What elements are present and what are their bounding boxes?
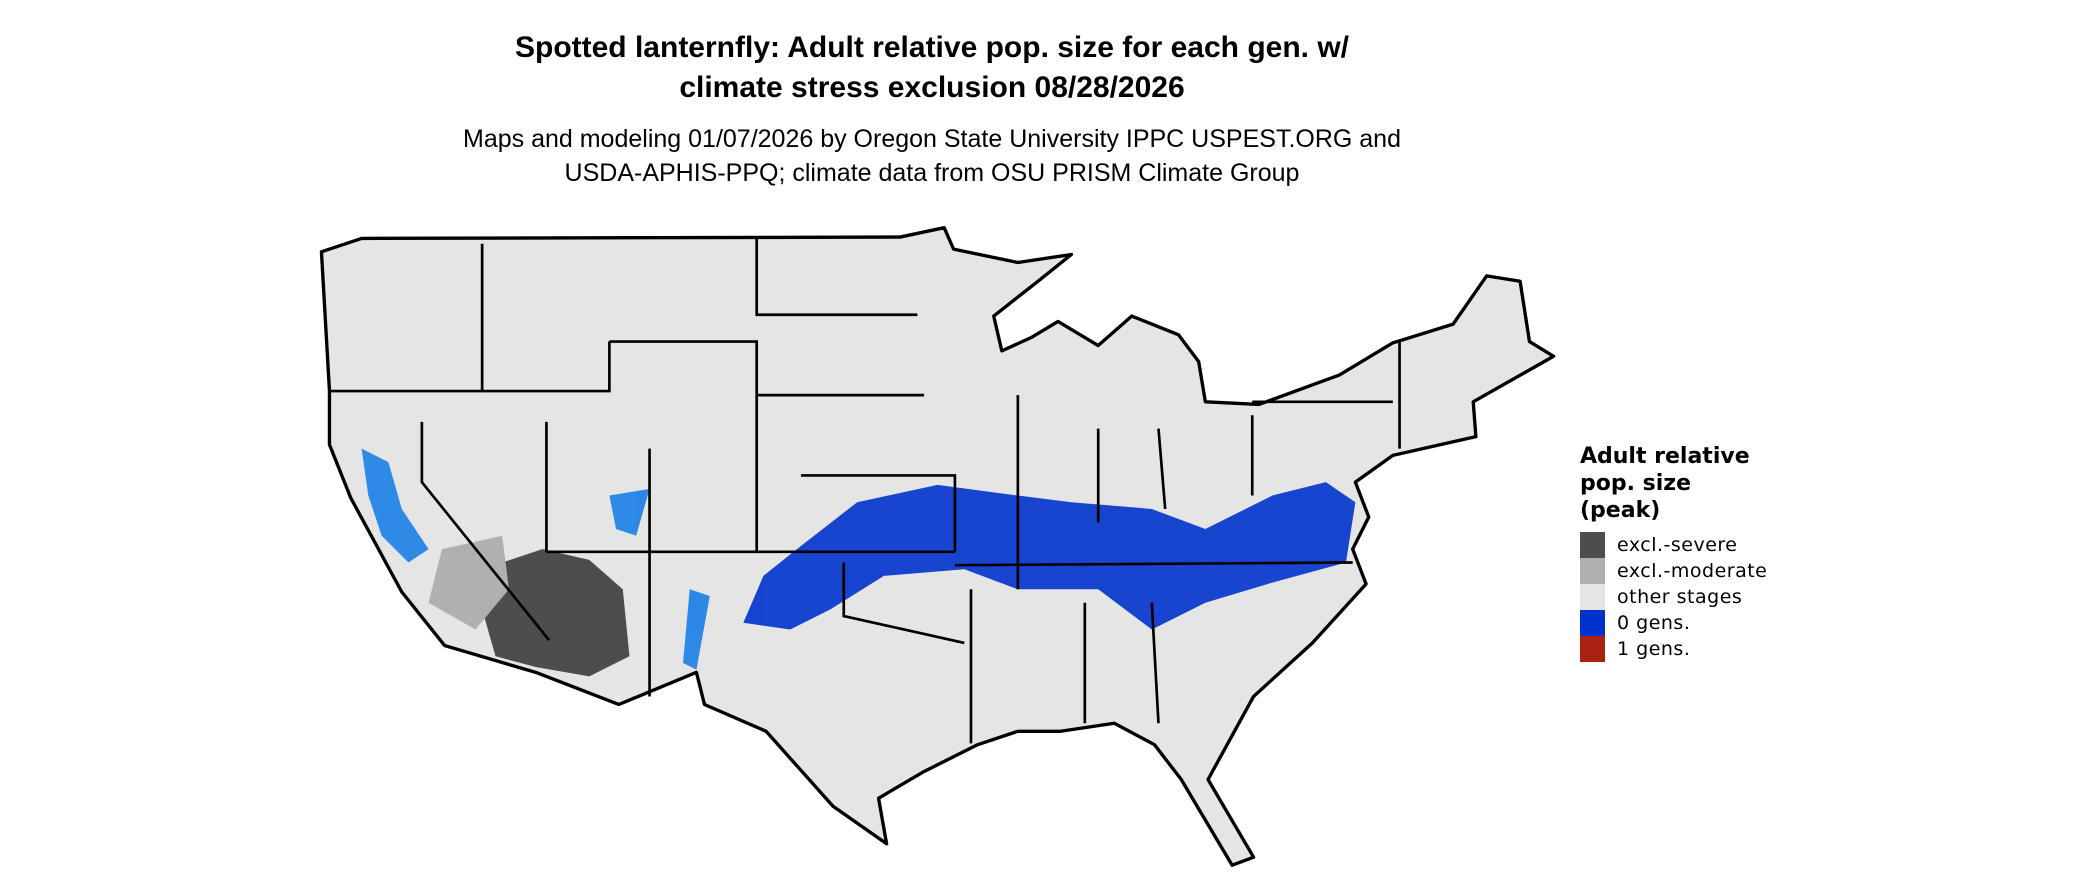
legend-label: other stages	[1617, 586, 1743, 608]
legend-swatch	[1580, 610, 1605, 636]
gray-exclusion-area	[428, 535, 630, 677]
map-title: Spotted lanternfly: Adult relative pop. …	[232, 28, 1632, 108]
legend-swatch	[1580, 584, 1605, 610]
title-line-2: climate stress exclusion 08/28/2026	[679, 71, 1185, 104]
legend-label: excl.-moderate	[1617, 560, 1768, 582]
legend-item: excl.-moderate	[1580, 558, 1767, 584]
legend-item: 0 gens.	[1580, 610, 1767, 636]
legend-title: Adult relative pop. size (peak)	[1580, 443, 1767, 524]
legend-title-line-3: (peak)	[1580, 498, 1661, 523]
zero-gens-area	[361, 448, 1356, 670]
legend: Adult relative pop. size (peak) excl.-se…	[1580, 443, 1767, 662]
legend-item: 1 gens.	[1580, 636, 1767, 662]
subtitle-line-1: Maps and modeling 01/07/2026 by Oregon S…	[463, 125, 1401, 153]
legend-label: 0 gens.	[1617, 612, 1691, 634]
legend-label: excl.-severe	[1617, 534, 1738, 556]
legend-label: 1 gens.	[1617, 638, 1691, 660]
legend-swatch	[1580, 636, 1605, 662]
legend-title-line-2: pop. size	[1580, 471, 1691, 496]
legend-swatch	[1580, 558, 1605, 584]
legend-item: other stages	[1580, 584, 1767, 610]
legend-item: excl.-severe	[1580, 532, 1767, 558]
legend-swatch	[1580, 532, 1605, 558]
map-subtitle: Maps and modeling 01/07/2026 by Oregon S…	[232, 122, 1632, 190]
subtitle-line-2: USDA-APHIS-PPQ; climate data from OSU PR…	[564, 159, 1300, 187]
legend-title-line-1: Adult relative	[1580, 444, 1750, 469]
title-line-1: Spotted lanternfly: Adult relative pop. …	[514, 31, 1349, 64]
state-borders	[329, 238, 1401, 744]
